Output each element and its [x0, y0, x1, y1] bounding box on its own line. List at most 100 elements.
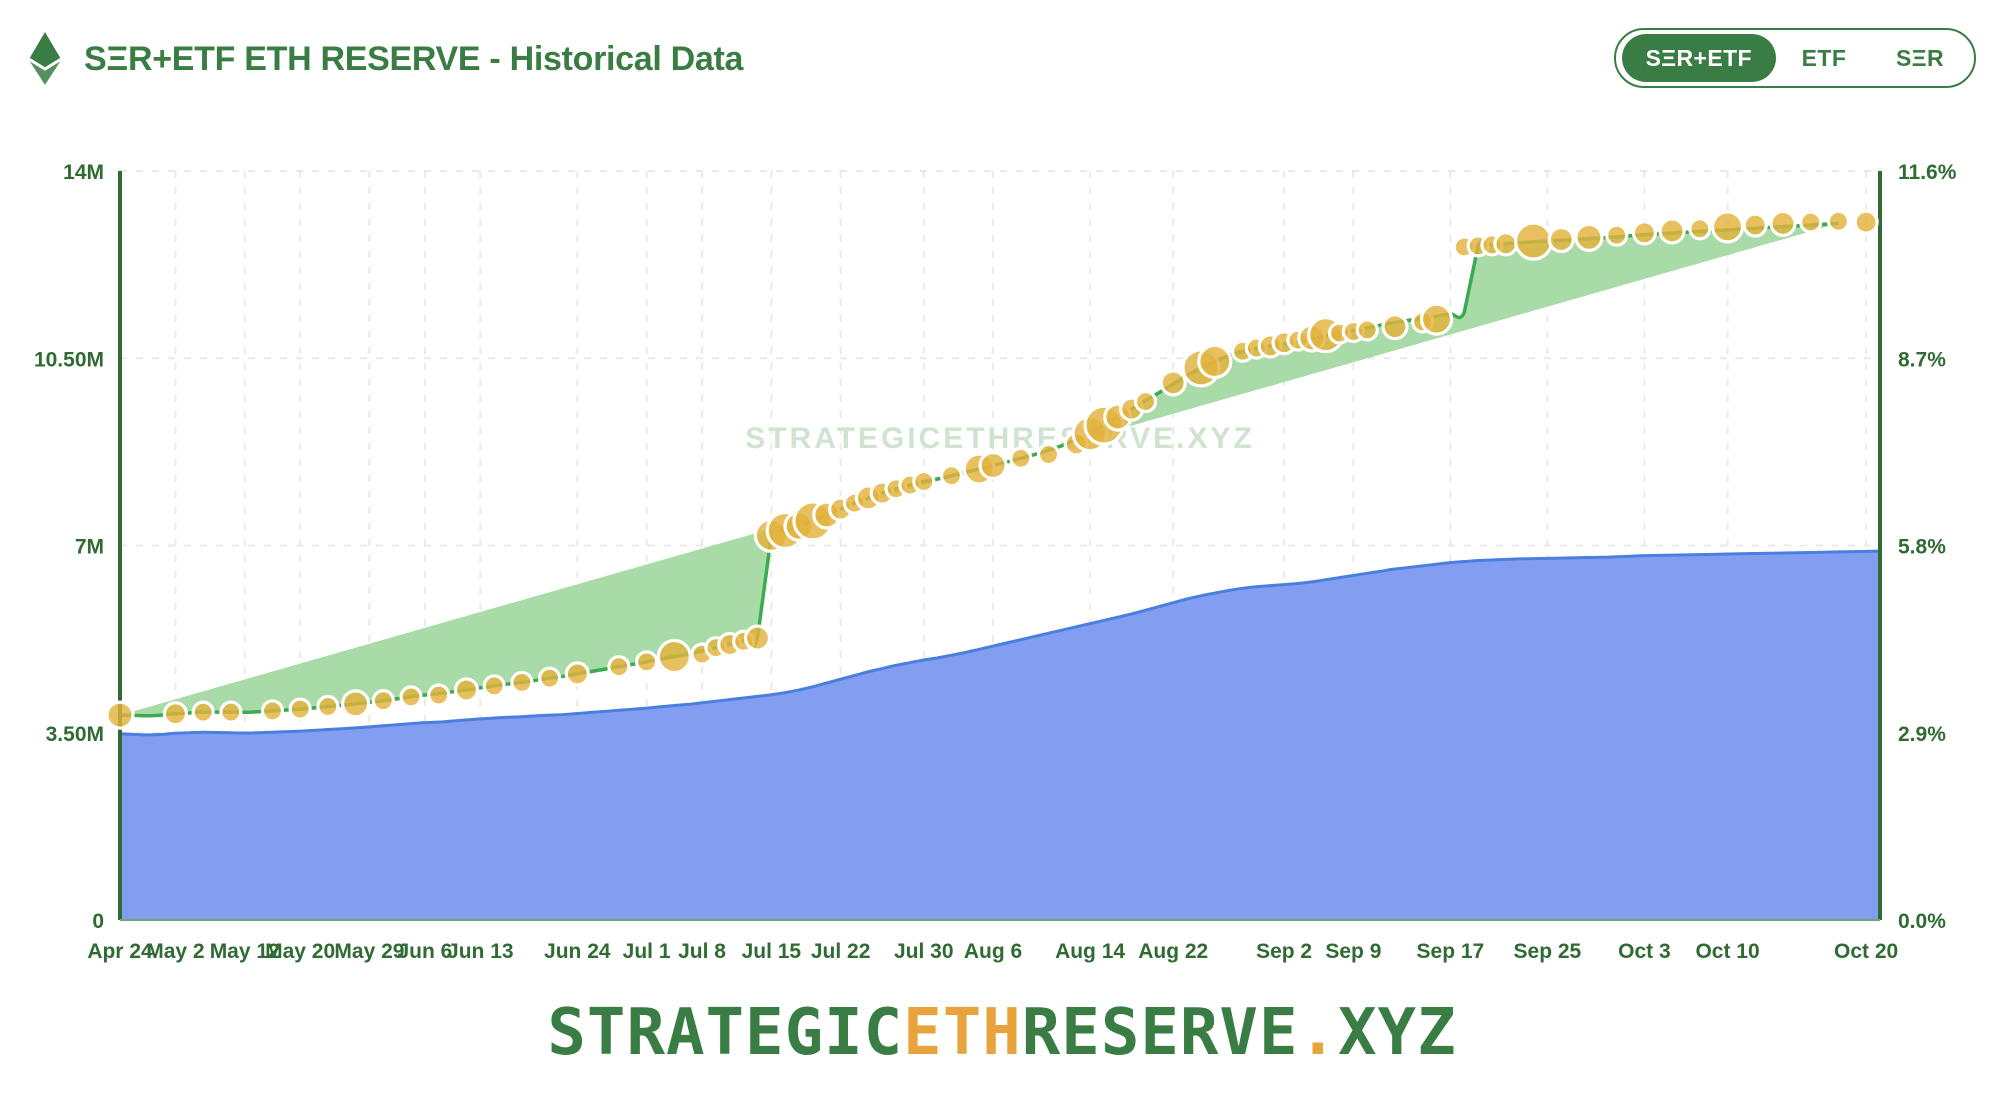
x-tick-label: Sep 17 — [1417, 940, 1485, 963]
x-tick-label: May 2 — [146, 940, 204, 963]
total-marker[interactable] — [1574, 222, 1604, 252]
x-tick-label: Aug 6 — [964, 940, 1022, 963]
total-marker[interactable] — [635, 650, 659, 674]
x-tick-label: May 12 — [210, 940, 280, 963]
total-marker[interactable] — [743, 624, 772, 652]
total-marker[interactable] — [1710, 210, 1745, 244]
page-title: SΞR+ETF ETH RESERVE - Historical Data — [84, 39, 744, 78]
total-marker[interactable] — [399, 685, 423, 709]
y2-tick-label: 2.9% — [1898, 723, 1946, 746]
total-marker[interactable] — [1009, 446, 1033, 470]
total-marker[interactable] — [1631, 220, 1658, 246]
toggle-ser-etf[interactable]: SΞR+ETF — [1621, 34, 1776, 82]
y2-tick-label: 5.8% — [1898, 536, 1946, 559]
footer-brand: STRATEGICETHRESERVE.XYZ — [0, 968, 2004, 1098]
brand-eth: ETH — [903, 996, 1022, 1070]
y-axis-labels: 0 3.50M 7M 10.50M 14M — [34, 161, 104, 933]
total-marker[interactable] — [1742, 212, 1768, 238]
brand-strategic: STRATEGIC — [547, 996, 904, 1070]
total-marker[interactable] — [1197, 343, 1233, 380]
total-marker[interactable] — [1605, 223, 1629, 247]
toggle-etf[interactable]: ETF — [1776, 34, 1872, 82]
total-marker[interactable] — [191, 700, 215, 724]
brand-dot: . — [1298, 996, 1339, 1070]
x-tick-label: Aug 14 — [1055, 940, 1125, 963]
y2-tick-label: 11.6% — [1898, 161, 1957, 184]
title-group: SΞR+ETF ETH RESERVE - Historical Data — [28, 32, 743, 86]
ethereum-diamond-icon — [29, 32, 61, 85]
x-tick-label: Jul 8 — [678, 940, 726, 963]
total-marker[interactable] — [510, 670, 534, 695]
stacked-areas — [119, 221, 1881, 920]
x-tick-label: Aug 22 — [1138, 940, 1208, 963]
x-tick-label: Sep 9 — [1325, 940, 1381, 963]
y2-axis-labels: 0.0% 2.9% 5.8% 8.7% 11.6% — [1898, 161, 1957, 933]
total-marker[interactable] — [288, 697, 312, 721]
x-tick-label: May 20 — [265, 940, 335, 963]
y2-tick-label: 8.7% — [1898, 348, 1946, 371]
total-marker[interactable] — [1036, 442, 1061, 467]
svg-text:STRATEGICETHRESERVE.XYZ: STRATEGICETHRESERVE.XYZ — [745, 422, 1255, 455]
total-marker[interactable] — [538, 666, 562, 690]
y-tick-label: 10.50M — [34, 348, 104, 371]
x-tick-label: Oct 20 — [1834, 940, 1898, 963]
brand-reserve: RESERVE — [1021, 996, 1299, 1070]
y-tick-label: 0 — [92, 910, 104, 933]
total-marker[interactable] — [105, 700, 135, 730]
x-tick-label: Jun 24 — [544, 940, 611, 963]
total-marker[interactable] — [1688, 217, 1712, 241]
total-marker[interactable] — [427, 683, 451, 707]
chart-watermark: STRATEGICETHRESERVE.XYZ — [745, 422, 1255, 455]
total-marker[interactable] — [1769, 209, 1797, 238]
total-marker[interactable] — [1799, 210, 1823, 234]
x-tick-label: Oct 3 — [1618, 940, 1671, 963]
x-tick-label: Jul 22 — [811, 940, 871, 963]
total-marker[interactable] — [316, 694, 340, 719]
total-marker[interactable] — [1853, 209, 1879, 235]
total-marker[interactable] — [1355, 318, 1379, 342]
total-marker[interactable] — [1547, 225, 1575, 254]
total-marker[interactable] — [453, 677, 480, 703]
total-marker[interactable] — [1159, 369, 1187, 397]
brand-xyz: XYZ — [1338, 996, 1457, 1070]
total-marker[interactable] — [1493, 231, 1519, 257]
total-marker[interactable] — [340, 689, 371, 719]
x-tick-label: Oct 10 — [1695, 940, 1759, 963]
total-marker[interactable] — [1658, 217, 1686, 245]
total-marker[interactable] — [1826, 209, 1851, 233]
total-marker[interactable] — [1133, 389, 1158, 414]
axis-lines — [118, 171, 1882, 921]
total-marker[interactable] — [371, 689, 395, 713]
x-tick-label: May 29 — [334, 940, 404, 963]
total-marker[interactable] — [219, 700, 243, 724]
total-marker[interactable] — [564, 661, 590, 687]
total-marker[interactable] — [912, 469, 936, 494]
x-tick-label: Sep 25 — [1514, 940, 1582, 963]
total-marker[interactable] — [1419, 302, 1454, 336]
x-tick-label: Jun 6 — [397, 940, 452, 963]
total-marker[interactable] — [1513, 221, 1554, 261]
y-tick-label: 3.50M — [46, 723, 104, 746]
toggle-ser[interactable]: SΞR — [1872, 34, 1968, 82]
series-toggle-group[interactable]: SΞR+ETF ETF SΞR — [1613, 28, 1976, 88]
total-marker[interactable] — [1381, 313, 1409, 341]
chart-header: SΞR+ETF ETH RESERVE - Historical Data SΞ… — [0, 0, 2004, 118]
x-tick-label: Jun 13 — [447, 940, 514, 963]
x-tick-label: Apr 24 — [87, 940, 153, 963]
x-tick-label: Jul 1 — [623, 940, 671, 963]
chart-canvas[interactable]: STRATEGICETHRESERVE.XYZ 0 3.50M 7M 10.50M 14… — [0, 118, 2004, 968]
total-markers[interactable] — [105, 209, 1879, 730]
y-tick-label: 14M — [63, 161, 104, 184]
total-marker[interactable] — [939, 464, 964, 488]
area-chart-svg[interactable]: STRATEGICETHRESERVE.XYZ 0 3.50M 7M 10.50M 14… — [0, 118, 2004, 968]
total-marker[interactable] — [162, 701, 189, 727]
x-tick-label: Sep 2 — [1256, 940, 1312, 963]
total-marker[interactable] — [978, 450, 1008, 481]
total-marker[interactable] — [482, 674, 506, 698]
total-marker[interactable] — [656, 638, 692, 675]
total-marker[interactable] — [607, 655, 631, 679]
total-marker[interactable] — [260, 699, 285, 723]
x-tick-label: Jul 15 — [742, 940, 802, 963]
